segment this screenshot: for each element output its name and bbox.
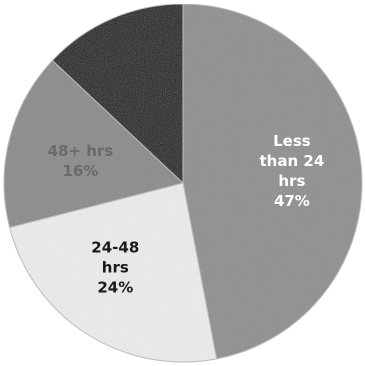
slice-label-line: hrs bbox=[278, 172, 305, 190]
slice-label-0: Less than 24 hrs 47% bbox=[260, 132, 325, 210]
slice-label-2: 48+ hrs 16% bbox=[48, 142, 114, 180]
pie-labels: Less than 24 hrs 47% 24-48 hrs 24% 48+ hrs 16% bbox=[48, 132, 325, 297]
pie-slices bbox=[3, 3, 363, 363]
slice-label-line: 24% bbox=[97, 279, 133, 297]
pie-slice-1 bbox=[9, 182, 218, 363]
slice-label-line: Less bbox=[273, 132, 311, 150]
slice-label-line: 24-48 bbox=[91, 239, 139, 257]
slice-label-line: 48+ hrs bbox=[48, 142, 114, 160]
pie-slice-0 bbox=[182, 3, 363, 360]
slice-label-line: than 24 bbox=[260, 152, 325, 170]
slice-label-1: 24-48 hrs 24% bbox=[91, 239, 139, 297]
slice-label-line: hrs bbox=[102, 259, 129, 277]
slice-label-line: 47% bbox=[274, 192, 310, 210]
pie-slice-2 bbox=[3, 59, 185, 229]
slice-label-line: 16% bbox=[62, 162, 98, 180]
pie-slice-3 bbox=[51, 3, 184, 185]
